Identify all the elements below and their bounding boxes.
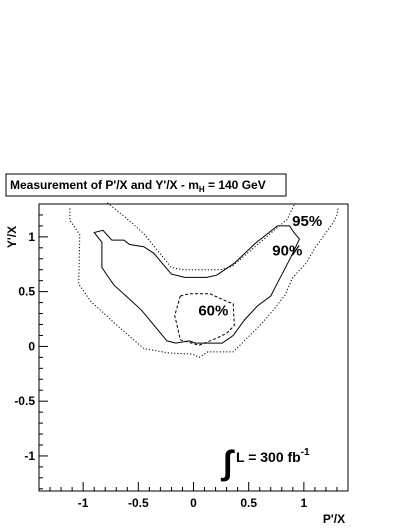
contour-label-90pct: 90% [272, 242, 302, 259]
contour-labels: 95% 90% 60% [198, 213, 322, 320]
y-tick-label: 0 [28, 339, 35, 353]
contour-label-95pct: 95% [292, 213, 322, 230]
x-axis-label: P'/X [323, 512, 345, 526]
contour-lines [69, 202, 339, 358]
x-tick-label: -1 [78, 496, 89, 510]
contour-90pct [93, 225, 300, 344]
x-tick-label: 0.5 [240, 496, 257, 510]
contour-label-60pct: 60% [198, 303, 228, 320]
x-tick-label: -0.5 [128, 496, 149, 510]
y-tick-label: -1 [24, 449, 35, 463]
y-tick-label: 1 [28, 230, 35, 244]
contour-60pct [174, 293, 235, 346]
luminosity-text: L = 300 fb-1 [236, 447, 310, 465]
luminosity-label: ∫ L = 300 fb-1 [220, 444, 310, 482]
y-axis-label: Y'/X [5, 226, 19, 248]
integral-sign: ∫ [220, 444, 235, 482]
tick-labels: -1 -0.5 0 0.5 1 -1 -0.5 0 0.5 1 [14, 230, 307, 510]
y-tick-label: -0.5 [14, 394, 35, 408]
x-tick-label: 0 [190, 496, 197, 510]
x-tick-label: 1 [301, 496, 308, 510]
axis-ticks [38, 203, 349, 491]
y-tick-label: 0.5 [18, 285, 35, 299]
contour-95pct [69, 208, 339, 358]
title-box [5, 173, 287, 197]
contour-95pct [107, 202, 296, 271]
chart-title: Measurement of P'/X and Y'/X - mH = 140 … [10, 178, 266, 194]
